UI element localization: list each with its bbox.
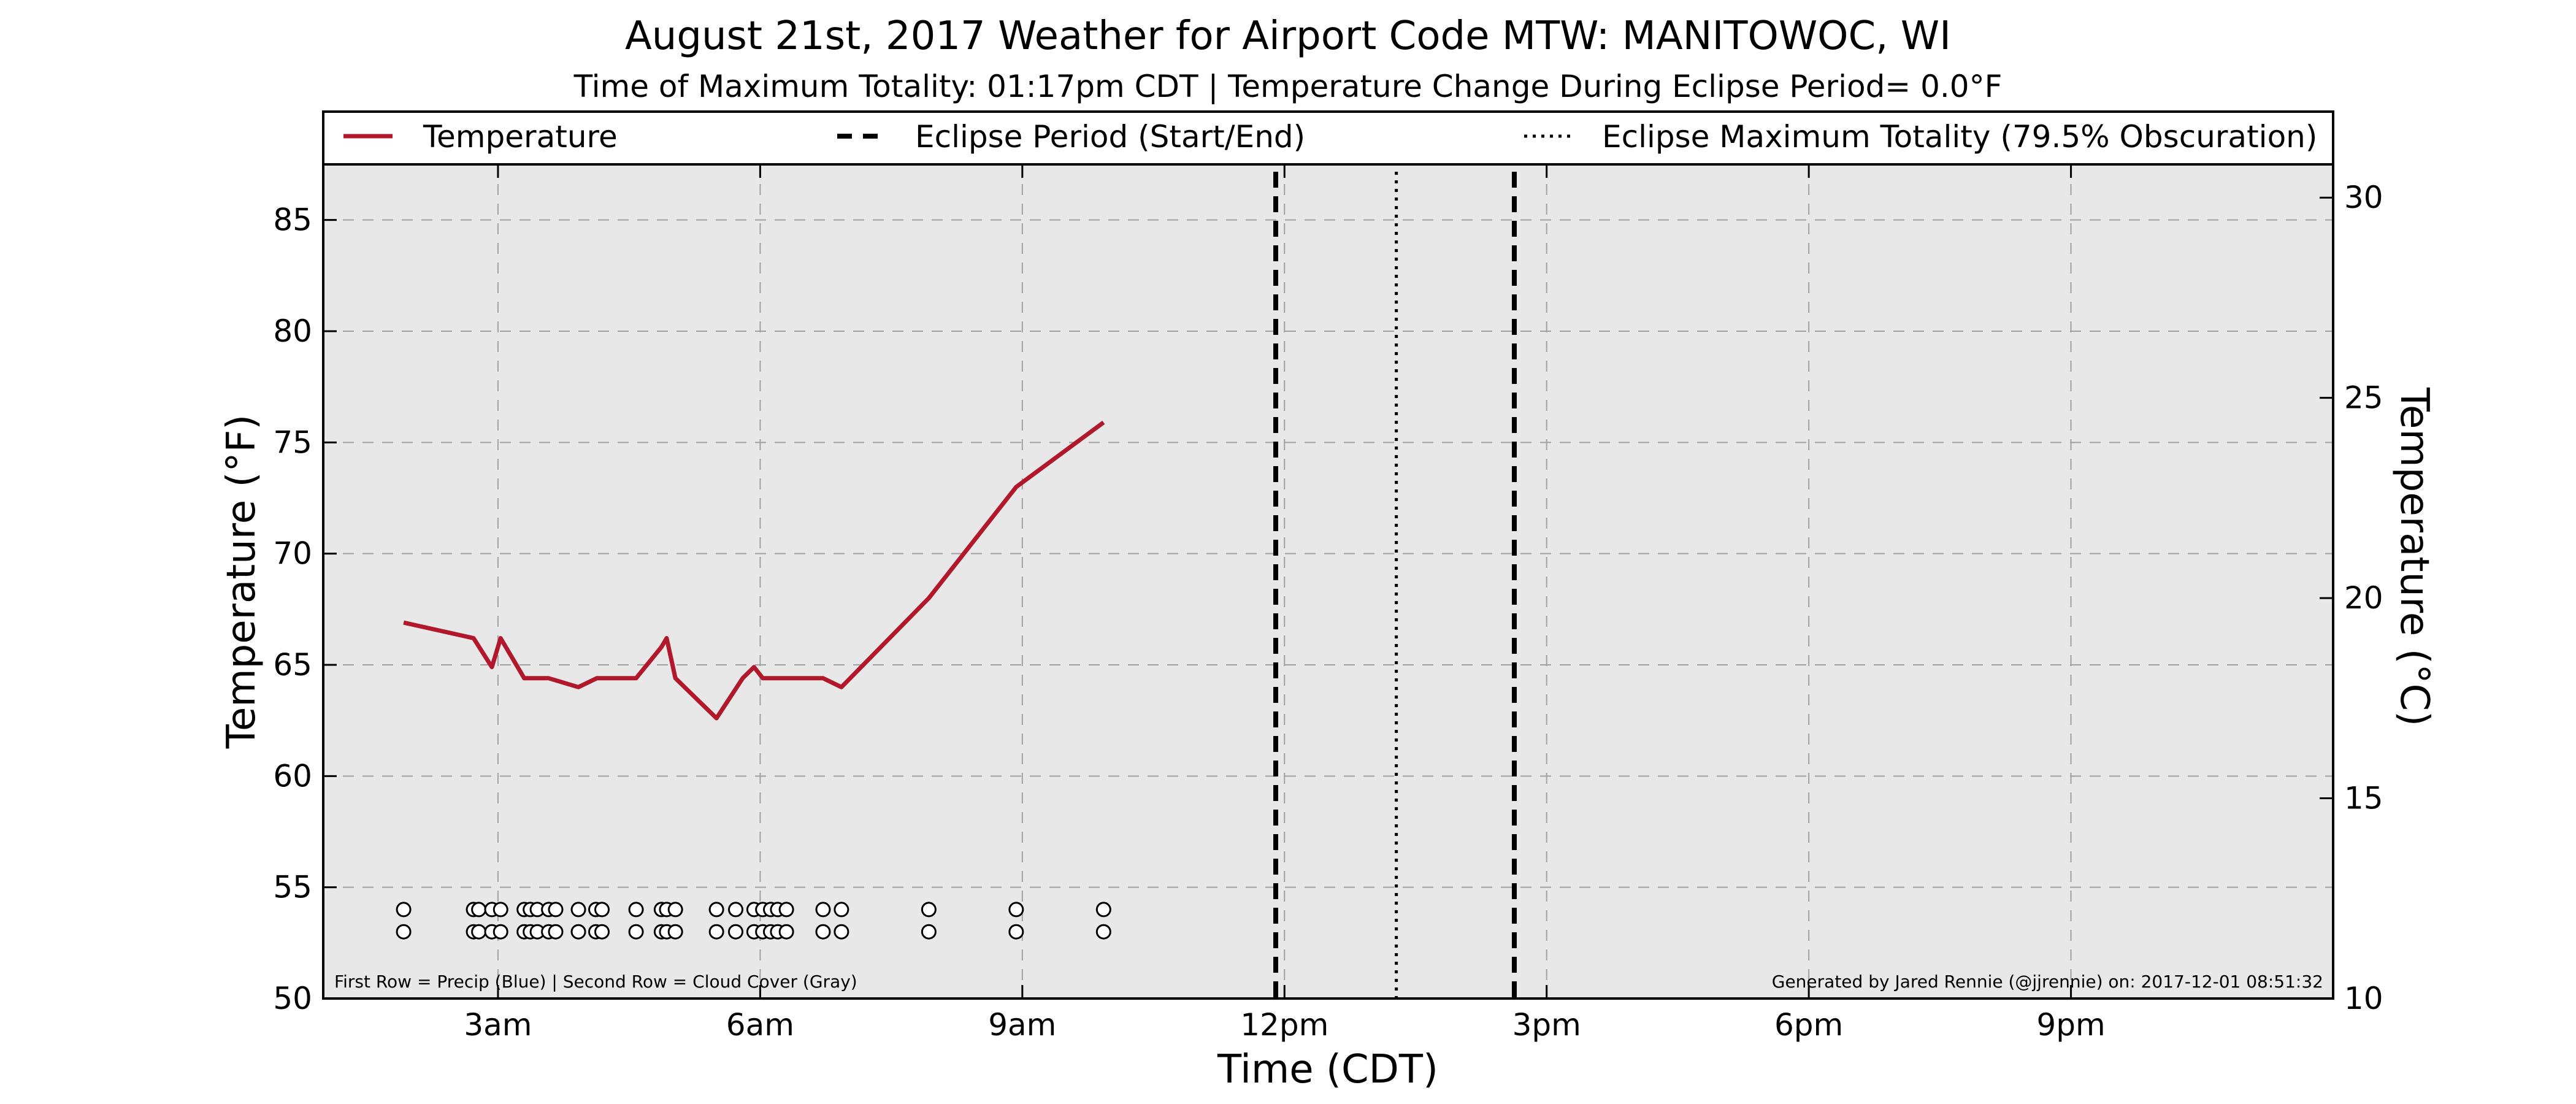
cloud-cover-marker	[548, 924, 564, 940]
cloud-cover-marker	[493, 924, 508, 940]
y-tick-label: 80	[273, 313, 312, 349]
tick-layer: 3am 6am 9am 12pm 3pm 6pm 9pm 50 55 60 65 70 75 80 85 10…	[273, 164, 2383, 1043]
x-axis-label: Time (CDT)	[1217, 1047, 1438, 1092]
cloud-cover-marker	[708, 924, 724, 940]
precip-marker	[628, 902, 644, 918]
eclipse-layer	[1273, 172, 1517, 999]
cloud-cover-marker	[594, 924, 610, 940]
chart-subtitle: Time of Maximum Totality: 01:17pm CDT | …	[573, 69, 2003, 104]
cloud-cover-marker	[778, 924, 794, 940]
precip-marker	[815, 902, 831, 918]
marker-layer	[396, 902, 1111, 940]
y-tick-label: 75	[273, 424, 312, 460]
precip-marker	[708, 902, 724, 918]
x-tick-label: 9pm	[2036, 1007, 2105, 1043]
cloud-cover-marker	[1095, 924, 1111, 940]
chart-title: August 21st, 2017 Weather for Airport Co…	[625, 13, 1951, 59]
precip-marker	[396, 902, 412, 918]
legend-box	[322, 110, 2334, 166]
precip-marker	[471, 902, 487, 918]
y-tick-label-right: 15	[2344, 781, 2383, 816]
cloud-cover-marker	[1008, 924, 1024, 940]
precip-marker	[834, 902, 849, 918]
cloud-cover-marker	[570, 924, 586, 940]
y-axis-label-left: Temperature (°F)	[219, 415, 264, 749]
y-tick-label-right: 25	[2344, 380, 2383, 416]
y-tick-label: 55	[273, 870, 312, 905]
precip-marker	[1008, 902, 1024, 918]
precip-marker	[1095, 902, 1111, 918]
precip-marker	[548, 902, 564, 918]
y-tick-label: 65	[273, 647, 312, 683]
y-tick-label-right: 30	[2344, 180, 2383, 215]
legend-label-max-totality: Eclipse Maximum Totality (79.5% Obscurat…	[1602, 119, 2317, 155]
precip-marker	[921, 902, 937, 918]
cloud-cover-marker	[396, 924, 412, 940]
y-tick-label: 50	[273, 981, 312, 1016]
cloud-cover-marker	[667, 924, 683, 940]
cloud-cover-marker	[727, 924, 743, 940]
x-tick-label: 3pm	[1512, 1007, 1581, 1043]
cloud-cover-marker	[921, 924, 937, 940]
cloud-cover-marker	[815, 924, 831, 940]
footnote-right: Generated by Jared Rennie (@jjrennie) on…	[1772, 972, 2323, 992]
x-tick-label: 6am	[726, 1007, 794, 1043]
legend-label-eclipse-period: Eclipse Period (Start/End)	[915, 119, 1305, 155]
precip-marker	[778, 902, 794, 918]
y-tick-label-right: 20	[2344, 580, 2383, 616]
y-tick-label-right: 10	[2344, 981, 2383, 1016]
precip-marker	[667, 902, 683, 918]
grid-layer	[323, 164, 2333, 999]
x-tick-label: 3am	[464, 1007, 532, 1043]
cloud-cover-marker	[834, 924, 849, 940]
x-tick-label: 9am	[988, 1007, 1056, 1043]
legend-label-temperature: Temperature	[423, 119, 618, 155]
cloud-cover-marker	[628, 924, 644, 940]
y-tick-label: 70	[273, 536, 312, 572]
cloud-cover-marker	[471, 924, 487, 940]
x-tick-label: 6pm	[1774, 1007, 1843, 1043]
precip-marker	[594, 902, 610, 918]
temperature-line	[403, 420, 1105, 721]
y-tick-label: 60	[273, 758, 312, 794]
footnote-left: First Row = Precip (Blue) | Second Row =…	[334, 972, 857, 992]
series-layer	[403, 420, 1105, 721]
x-tick-label: 12pm	[1240, 1007, 1328, 1043]
precip-marker	[727, 902, 743, 918]
y-tick-label: 85	[273, 202, 312, 238]
precip-marker	[570, 902, 586, 918]
plot-area	[323, 164, 2333, 999]
legend: Temperature Eclipse Period (Start/End) E…	[322, 110, 2334, 166]
y-axis-label-right: Temperature (°C)	[2391, 387, 2437, 726]
precip-marker	[493, 902, 508, 918]
